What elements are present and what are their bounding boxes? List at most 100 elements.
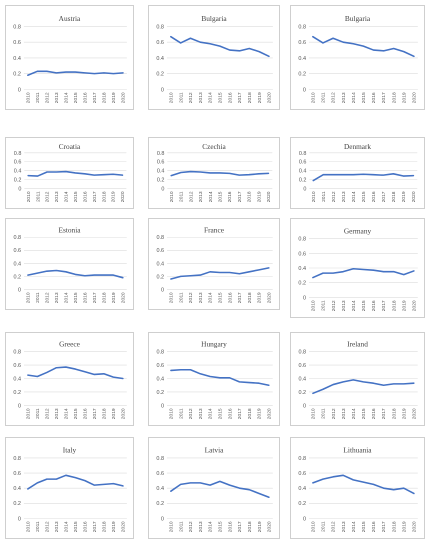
x-tick-label: 2020	[411, 191, 417, 202]
x-tick-label: 2012	[188, 92, 194, 103]
x-tick-label: 2013	[54, 191, 60, 202]
chart-svg: Croatia 0 0.2 0.4 0.6 0.8 2010 2011 2012 2013 2014…	[14, 143, 127, 202]
x-tick-label: 2013	[198, 92, 204, 103]
chart-title: Lithuania	[343, 446, 372, 455]
chart-svg: Hungary 0 0.2 0.4 0.6 0.8 2010 2011 2012 2013 2014…	[156, 340, 273, 419]
chart-panel-croatia-3: Croatia 0 0.2 0.4 0.6 0.8 2010 2011 2012 2013 2014…	[5, 137, 134, 209]
x-tick-label: 2015	[73, 292, 79, 303]
x-tick-label: 2019	[401, 521, 407, 532]
x-tick-label: 2015	[73, 408, 79, 419]
chart-title: Hungary	[201, 340, 227, 349]
x-tick-label: 2010	[26, 408, 32, 419]
x-tick-label: 2016	[83, 521, 89, 532]
y-tick-label: 0	[161, 87, 164, 93]
series-line	[27, 170, 124, 177]
y-tick-label: 0	[161, 287, 164, 293]
y-tick-label: 0.8	[13, 350, 21, 356]
y-tick-label: 0	[18, 187, 21, 193]
chart-svg: Latvia 0 0.2 0.4 0.6 0.8 2010 2011 2012 2013 2014 2…	[156, 446, 273, 532]
y-tick-label: 0.8	[13, 456, 21, 462]
y-tick-label: 0.2	[157, 178, 165, 184]
x-tick-label: 2019	[111, 408, 117, 419]
chart-title: Germany	[344, 226, 372, 235]
x-tick-label: 2018	[391, 92, 397, 103]
x-tick-label: 2011	[35, 92, 41, 103]
y-tick-label: 0.6	[13, 471, 21, 477]
x-tick-label: 2015	[218, 92, 224, 103]
x-tick-label: 2019	[257, 92, 263, 103]
y-tick-label: 0.8	[298, 237, 306, 243]
x-tick-label: 2019	[401, 300, 407, 311]
x-tick-label: 2020	[267, 92, 273, 103]
y-tick-label: 0	[18, 87, 21, 93]
chart-svg: Denmark 0 0.2 0.4 0.6 0.8 2010 2011 2012 2013 2014…	[299, 143, 418, 202]
chart-svg: Bulgaria 0 0.2 0.4 0.6 0.8 2010 2011 2012 2013 201…	[156, 14, 273, 103]
series-line	[312, 379, 415, 395]
x-tick-label: 2013	[198, 408, 204, 419]
x-tick-label: 2010	[169, 92, 175, 103]
x-tick-label: 2016	[371, 408, 377, 419]
chart-panel-ireland-11: Ireland 0 0.2 0.4 0.6 0.8 2010 2011 2012 2013 2014…	[290, 332, 425, 426]
y-tick-label: 0.4	[299, 376, 307, 382]
x-tick-label: 2014	[208, 521, 214, 532]
x-tick-label: 2011	[178, 292, 184, 303]
x-tick-label: 2016	[227, 191, 233, 202]
chart-panel-austria-0: Austria 0 0.2 0.4 0.6 0.8 2010 2011 2012 2013 2014…	[5, 5, 134, 110]
x-tick-label: 2015	[218, 292, 224, 303]
x-tick-label: 2016	[227, 92, 233, 103]
x-tick-label: 2017	[237, 191, 243, 202]
x-tick-label: 2011	[321, 92, 327, 103]
x-tick-label: 2014	[351, 191, 357, 202]
x-tick-label: 2012	[188, 191, 194, 202]
y-tick-label: 0	[303, 295, 306, 301]
series-line	[170, 480, 270, 499]
x-tick-label: 2014	[64, 191, 70, 202]
x-tick-label: 2012	[331, 521, 337, 532]
chart-panel-denmark-5: Denmark 0 0.2 0.4 0.6 0.8 2010 2011 2012 2013 2014…	[290, 137, 425, 209]
y-tick-label: 0.2	[299, 178, 307, 184]
x-tick-label: 2018	[391, 521, 397, 532]
y-tick-label: 0.2	[14, 178, 22, 184]
series-line	[312, 35, 415, 58]
y-tick-label: 0.2	[13, 72, 21, 78]
x-tick-label: 2019	[111, 521, 117, 532]
x-tick-label: 2019	[256, 191, 262, 202]
y-tick-label: 0.8	[156, 456, 164, 462]
x-tick-label: 2015	[73, 191, 79, 202]
x-tick-label: 2013	[341, 300, 347, 311]
chart-title: Ireland	[347, 340, 368, 349]
x-tick-label: 2011	[321, 521, 327, 532]
chart-svg: Austria 0 0.2 0.4 0.6 0.8 2010 2011 2012 2013 2014…	[13, 14, 127, 103]
x-tick-label: 2017	[92, 191, 98, 202]
x-tick-label: 2017	[92, 92, 98, 103]
x-tick-label: 2014	[208, 92, 214, 103]
chart-title: Denmark	[344, 143, 371, 151]
x-tick-label: 2018	[102, 292, 108, 303]
y-tick-label: 0.4	[156, 376, 164, 382]
x-tick-label: 2014	[351, 408, 357, 419]
series-line	[170, 35, 270, 58]
y-tick-label: 0.2	[156, 390, 164, 396]
x-tick-label: 2019	[401, 408, 407, 419]
x-tick-label: 2012	[188, 521, 194, 532]
x-tick-label: 2018	[247, 191, 253, 202]
y-tick-label: 0.4	[13, 376, 21, 382]
x-tick-label: 2019	[111, 92, 117, 103]
x-tick-label: 2020	[121, 408, 127, 419]
y-tick-label: 0.2	[156, 72, 164, 78]
x-tick-label: 2016	[83, 92, 89, 103]
x-tick-label: 2010	[26, 292, 32, 303]
x-tick-label: 2017	[237, 92, 243, 103]
x-tick-label: 2012	[331, 92, 337, 103]
x-tick-label: 2013	[198, 191, 204, 202]
series-line	[27, 70, 124, 77]
y-tick-label: 0.6	[13, 248, 21, 254]
chart-title: Croatia	[59, 143, 81, 151]
y-tick-label: 0.4	[13, 56, 21, 62]
x-tick-label: 2016	[371, 191, 377, 202]
x-tick-label: 2011	[178, 408, 184, 419]
x-tick-label: 2015	[361, 300, 367, 311]
chart-panel-greece-9: Greece 0 0.2 0.4 0.6 0.8 2010 2011 2012 2013 2014 2…	[5, 332, 134, 426]
x-tick-label: 2012	[331, 300, 337, 311]
